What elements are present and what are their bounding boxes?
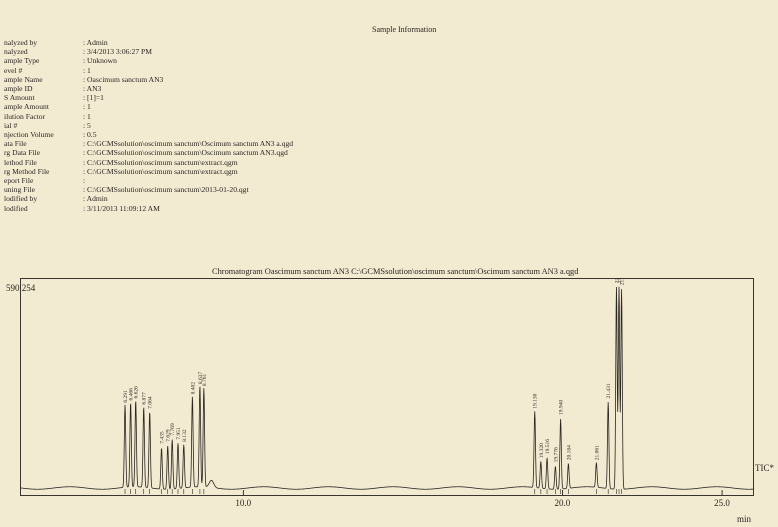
- peak-label: 19.130: [533, 393, 539, 408]
- x-tick-label: 10.0: [235, 498, 252, 508]
- peak-label: 20.184: [566, 445, 572, 460]
- info-label: lodified by: [4, 194, 38, 204]
- peak-label: 6.466: [129, 388, 135, 401]
- info-label: ample Amount: [4, 102, 49, 112]
- info-value: : C:\GCMSsolution\oscimum sanctum\Oscimu…: [83, 148, 288, 158]
- info-label: evel #: [4, 65, 23, 75]
- info-value: : C:\GCMSsolution\oscimum sanctum\extrac…: [83, 157, 238, 167]
- info-label: nalyzed by: [4, 38, 38, 47]
- peak-label: 7.951: [176, 427, 182, 440]
- info-label: ample Name: [4, 74, 43, 84]
- info-row: ilution Factor : 1: [4, 112, 293, 121]
- info-label: lodified: [4, 203, 28, 213]
- chromatogram-svg: 6.291 6.466 6.626 6.877 7.064 7.435 7.6297.769…: [20, 278, 754, 496]
- peak-label: 8.402: [190, 382, 196, 395]
- x-tick-label: 20.0: [554, 498, 571, 508]
- chromatogram-title: Chromatogram Oascimum sanctum AN3 C:\GCM…: [212, 267, 579, 276]
- info-row: rg Method File : C:\GCMSsolution\oscimum …: [4, 167, 293, 176]
- info-row: ample Name : Oascimum sanctum AN3: [4, 75, 293, 84]
- plot-frame: [20, 278, 754, 496]
- info-value: : C:\GCMSsolution\oscimum sanctum\Oscimu…: [83, 139, 294, 149]
- info-label: lethod File: [4, 157, 37, 167]
- info-value: : C:\GCMSsolution\oscimum sanctum\2013-0…: [83, 185, 249, 195]
- peak-label: 21.770: [617, 278, 623, 283]
- info-label: ilution Factor: [4, 111, 46, 121]
- info-label: njection Volume: [4, 130, 54, 140]
- info-value: : Admin: [83, 38, 108, 47]
- peak-label: 6.291: [123, 390, 129, 403]
- peak-label: 21.061: [594, 445, 600, 460]
- info-row: ample ID : AN3: [4, 84, 293, 93]
- info-value: : AN3: [83, 84, 102, 94]
- info-row: nalyzed : 3/4/2013 3:06:27 PM: [4, 47, 293, 56]
- info-row: ata File : C:\GCMSsolution\oscimum sanctu…: [4, 139, 293, 148]
- peak-label: 8.132: [182, 429, 188, 442]
- info-label: ample Type: [4, 56, 40, 66]
- tic-trace: [20, 286, 754, 490]
- peak-label: 19.320: [539, 443, 545, 458]
- info-value: : 1: [83, 65, 91, 75]
- sample-info-table: nalyzed by : Admin nalyzed : 3/4/2013 3:06:…: [4, 38, 293, 213]
- x-tick-label: 25.0: [714, 498, 730, 508]
- peak-label: 6.626: [134, 386, 140, 399]
- info-value: : Unknown: [83, 56, 117, 66]
- info-value: : 5: [83, 120, 91, 130]
- info-value: : Oascimum sanctum AN3: [83, 74, 164, 84]
- info-label: ata File: [4, 139, 27, 149]
- info-label: eport File: [4, 176, 34, 186]
- info-value: : C:\GCMSsolution\oscimum sanctum\extrac…: [83, 166, 238, 176]
- info-label: rg Method File: [4, 166, 50, 176]
- info-row: ample Amount : 1: [4, 102, 293, 111]
- peak-label: 21.690: [614, 278, 620, 283]
- info-row: lodified by : Admin: [4, 194, 293, 203]
- info-row: lethod File : C:\GCMSsolution\oscimum san…: [4, 158, 293, 167]
- peak-label: 21.431: [606, 383, 612, 398]
- x-axis-unit: min: [737, 514, 752, 524]
- info-value: :: [83, 176, 86, 186]
- info-label: S Amount: [4, 93, 35, 103]
- peak-label: 7.435: [160, 431, 166, 444]
- peak-label: 7.629: [166, 429, 172, 442]
- peak-label: 8.637: [198, 371, 204, 384]
- info-value: : 3/4/2013 3:06:27 PM: [83, 47, 152, 57]
- info-row: nalyzed by : Admin: [4, 38, 293, 47]
- info-value: : Admin: [83, 194, 108, 204]
- chromatogram-plot: 6.291 6.466 6.626 6.877 7.064 7.435 7.629 7.769…: [20, 278, 754, 508]
- info-row: rg Data File : C:\GCMSsolution\oscimum sa…: [4, 148, 293, 157]
- info-value: : 1: [83, 102, 91, 112]
- info-row: ample Type : Unknown: [4, 56, 293, 65]
- info-row: evel # : 1: [4, 66, 293, 75]
- info-row: lodified : 3/11/2013 11:09:12 AM: [4, 204, 293, 213]
- info-row: uning File : C:\GCMSsolution\oscimum sanc…: [4, 185, 293, 194]
- peak-label: 19.776: [553, 447, 559, 462]
- peak-label: 7.769: [170, 423, 176, 436]
- sample-information-title: Sample Information: [372, 25, 437, 34]
- info-row: ial # : 5: [4, 121, 293, 130]
- tic-trace-label: TIC*: [755, 463, 774, 473]
- peak-label: 6.877: [142, 392, 148, 405]
- info-label: nalyzed: [4, 47, 28, 57]
- info-value: : 1: [83, 111, 91, 121]
- info-value: : 3/11/2013 11:09:12 AM: [83, 203, 160, 213]
- peak-label: 21.850: [620, 278, 626, 285]
- info-label: uning File: [4, 185, 36, 195]
- peak-label: 19.516: [545, 439, 551, 454]
- info-label: ample ID: [4, 84, 33, 94]
- info-row: S Amount : [1]=1: [4, 93, 293, 102]
- info-row: eport File:: [4, 176, 293, 185]
- info-value: : 0.5: [83, 130, 97, 140]
- info-value: : [1]=1: [83, 93, 104, 103]
- peak-label: 7.064: [148, 396, 154, 409]
- info-label: rg Data File: [4, 148, 41, 158]
- info-label: ial #: [4, 120, 18, 130]
- peak-label: 19.940: [559, 400, 565, 415]
- info-row: njection Volume : 0.5: [4, 130, 293, 139]
- peak-label: 8.761: [202, 373, 208, 386]
